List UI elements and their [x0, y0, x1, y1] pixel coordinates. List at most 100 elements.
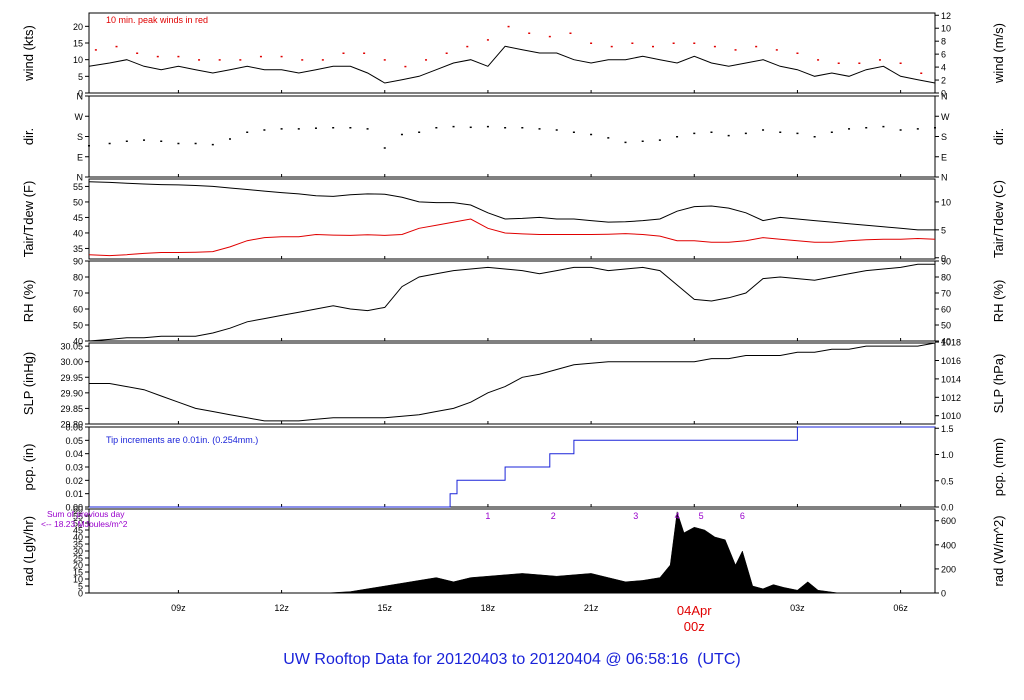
right-tick-label: 4	[941, 63, 946, 73]
x-tick-label: 06z	[893, 603, 908, 613]
y-tick-label: 50	[73, 519, 83, 529]
data-point	[710, 131, 713, 133]
right-tick-label: 1.0	[941, 450, 954, 460]
data-point	[342, 52, 345, 54]
y-tick-label: W	[75, 112, 84, 122]
data-point	[507, 25, 510, 28]
rad-marker-4: 4	[675, 511, 680, 521]
data-point	[934, 127, 936, 129]
right-tick-label: 1010	[941, 411, 961, 421]
panel-pcp: 0.00 0.01 0.02 0.03 0.04 0.05 0.06 0.0 0.5 1.0 1.5…	[21, 423, 1006, 513]
y-tick-label: 30.05	[60, 342, 83, 352]
right-tick-label: 400	[941, 540, 956, 550]
data-point	[143, 139, 146, 141]
data-point	[830, 131, 833, 133]
y-tick-label: 35	[73, 244, 83, 254]
data-point	[321, 59, 324, 61]
data-point	[837, 62, 840, 64]
right-tick-label: 90	[941, 257, 951, 267]
right-tick-label: 0	[941, 89, 946, 99]
data-point	[610, 45, 613, 48]
right-tick-label: 8	[941, 37, 946, 47]
data-point	[538, 128, 541, 130]
data-point	[425, 59, 428, 61]
y-tick-label: 70	[73, 289, 83, 299]
x-tick-label: 21z	[584, 603, 599, 613]
data-point	[734, 49, 737, 51]
y-tick-label: E	[77, 152, 83, 162]
y-axis-label: RH (%)	[21, 280, 36, 323]
y-tick-label: 40	[73, 533, 83, 543]
y-tick-label: 0	[78, 589, 83, 599]
data-point	[366, 128, 369, 130]
data-point	[466, 45, 469, 48]
right-tick-label: 2	[941, 76, 946, 86]
y-tick-label: 30.00	[60, 357, 83, 367]
data-point	[658, 139, 661, 141]
panel-temp: 35 40 45 50 55 0 5 10 Tair/Tdew (F) Tair/Tdew (C)	[21, 178, 1006, 263]
data-point	[280, 55, 283, 58]
y-tick-label: S	[77, 132, 83, 142]
rad-marker-2: 2	[551, 511, 556, 521]
right-tick-label: 0	[941, 589, 946, 599]
x-tick-label: 15z	[377, 603, 392, 613]
data-point	[865, 127, 868, 129]
data-point	[796, 52, 799, 54]
right-tick-label: 60	[941, 305, 951, 315]
right-tick-label: 1012	[941, 393, 961, 403]
data-point	[521, 127, 524, 129]
y-tick-label: 29.90	[60, 388, 83, 398]
data-point	[672, 42, 675, 44]
data-point	[239, 59, 242, 61]
panel-frame	[88, 95, 936, 178]
right-tick-label: 40	[941, 337, 951, 347]
y-tick-label: 90	[73, 257, 83, 267]
right-tick-label: 1.5	[941, 424, 954, 434]
data-point	[858, 62, 861, 64]
data-point	[569, 32, 572, 34]
panel-frame	[88, 12, 936, 94]
data-point	[899, 129, 902, 131]
data-point	[775, 49, 778, 51]
series-rh	[88, 263, 935, 342]
data-point	[280, 128, 283, 130]
right-tick-label: S	[941, 132, 947, 142]
data-point	[115, 45, 118, 48]
y-tick-label: 20	[73, 561, 83, 571]
x-tick-label: 18z	[481, 603, 496, 613]
y-tick-label: 40	[73, 228, 83, 238]
right-tick-label: W	[941, 112, 950, 122]
y-tick-label: 0.05	[65, 436, 83, 446]
data-point	[177, 142, 180, 145]
y-tick-label: 15	[73, 39, 83, 49]
data-point	[125, 140, 128, 142]
right-tick-label: 10	[941, 24, 951, 34]
data-point	[108, 142, 111, 145]
y-tick-label: 0.00	[65, 503, 83, 513]
y-axis-label: SLP (inHg)	[21, 352, 36, 415]
y-tick-label: 0.03	[65, 463, 83, 473]
data-point	[882, 125, 885, 128]
data-point	[259, 55, 262, 58]
y-tick-label: N	[77, 92, 84, 102]
rad-marker-3: 3	[633, 511, 638, 521]
y-tick-label: 15	[73, 568, 83, 578]
panel-wind: 0 5 10 15 20 0 2 4 6 8 10 12 wind (kts) wind (m/s) 10 …	[21, 11, 1006, 99]
series-radiation	[326, 511, 839, 594]
data-point	[624, 141, 627, 144]
right-tick-label: 1018	[941, 338, 961, 348]
series-precipitation	[89, 426, 935, 508]
title-start-date: 20120403	[436, 651, 508, 668]
right-tick-label: 5	[941, 225, 946, 235]
data-point	[631, 42, 634, 44]
data-point	[693, 42, 696, 44]
y-tick-label: 0	[78, 89, 83, 99]
data-point	[779, 131, 782, 133]
y-tick-label: 50	[73, 197, 83, 207]
right-tick-label: E	[941, 152, 947, 162]
panel-frame	[88, 260, 936, 342]
y-tick-label: 5	[78, 582, 83, 592]
day-label: 04Apr	[677, 603, 712, 618]
